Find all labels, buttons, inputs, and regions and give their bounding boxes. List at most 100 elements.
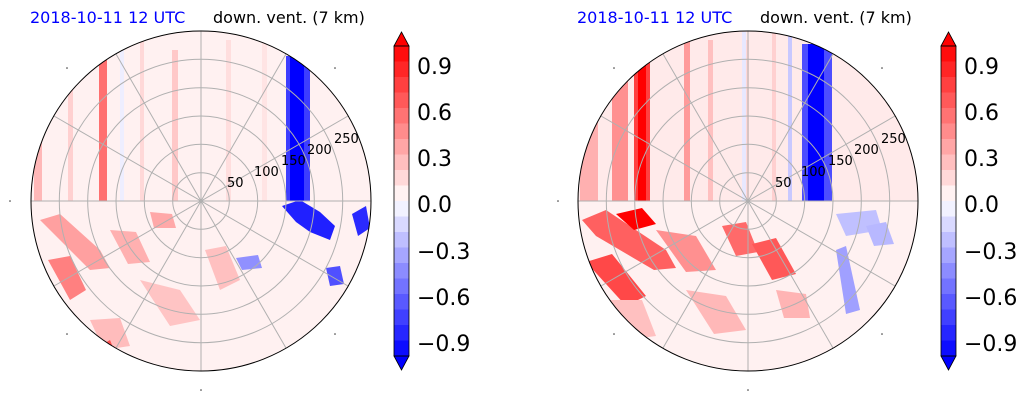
colorbar-cell [941, 247, 956, 264]
field-stripe [99, 55, 107, 201]
field-patch-positive [656, 230, 716, 272]
field-patch-positive [776, 290, 810, 318]
colorbar-cell [941, 123, 956, 140]
field-stripe-negative [788, 32, 792, 201]
colorbar-cell [394, 278, 409, 295]
field-stripe [140, 40, 144, 201]
colorbar-tick-labels: 0.9 0.6 0.3 0.0 −0.3 −0.6 −0.9 [417, 55, 470, 357]
field-patch-positive [752, 238, 796, 280]
colorbar-cell [394, 46, 409, 62]
field-stripe [580, 90, 598, 201]
field-stripe [262, 40, 267, 201]
angular-tick [9, 200, 11, 202]
field-stripe [68, 40, 73, 201]
radial-tick-label: 200 [854, 143, 879, 158]
field-patch-positive [686, 290, 746, 334]
radial-tick-label: 100 [254, 165, 279, 180]
colorbar: 0.9 0.6 0.3 0.0 −0.3 −0.6 −0.9 [393, 31, 470, 371]
radial-tick-label: 50 [775, 176, 792, 191]
colorbar-cell [394, 340, 409, 357]
colorbar-tick-label: −0.3 [964, 240, 1017, 265]
colorbar-extend-min [393, 355, 410, 371]
radial-tick-labels: 50 100 150 200 250 [227, 132, 359, 191]
field-stripe [638, 48, 646, 201]
colorbar-tick-label: −0.6 [417, 286, 470, 311]
colorbar-cell [941, 325, 956, 341]
radial-tick-labels: 50 100 150 200 250 [775, 132, 906, 191]
colorbar-cell [941, 216, 956, 233]
panel-title-date: 2018-10-11 12 UTC [577, 8, 733, 27]
radial-tick-label: 100 [801, 165, 826, 180]
field-patch-positive [205, 246, 240, 290]
colorbar-cell [394, 77, 409, 93]
field-stripe [612, 55, 628, 201]
angular-tick-marks [9, 67, 336, 391]
colorbar-extend-max [393, 31, 410, 47]
angular-tick [66, 67, 68, 69]
colorbar-cell [941, 139, 956, 155]
angular-tick [200, 389, 202, 391]
field-patch-positive [606, 300, 656, 340]
colorbar-tick-label: 0.9 [417, 55, 452, 80]
angular-tick [334, 333, 336, 335]
colorbar-cell [394, 309, 409, 326]
colorbar-cell [394, 61, 409, 78]
radial-tick-label: 150 [828, 154, 853, 169]
colorbar-cell [394, 154, 409, 171]
panel-title-date: 2018-10-11 12 UTC [30, 8, 186, 27]
polar-gridlines [31, 31, 371, 371]
colorbar-cell [941, 294, 956, 310]
colorbar-cell [941, 309, 956, 326]
radial-tick-label: 150 [281, 154, 306, 169]
colorbar-cell [394, 201, 409, 217]
angular-gridline [662, 53, 834, 349]
colorbar-cell [394, 108, 409, 124]
colorbar-tick-label: −0.3 [417, 240, 470, 265]
colorbar-cell [394, 247, 409, 264]
colorbar-cell [941, 46, 956, 62]
field-stripe [120, 40, 124, 201]
field-stripe [744, 40, 749, 201]
colorbar-tick-label: −0.9 [417, 332, 470, 357]
polar-plot-svg: 50 100 150 200 250 0.9 0.6 [9, 30, 470, 391]
field-stripe [34, 40, 42, 201]
angular-tick [613, 333, 615, 335]
angular-tick [334, 67, 336, 69]
colorbar-tick-label: 0.9 [964, 55, 999, 80]
angular-tick [747, 389, 749, 391]
colorbar-cell [394, 294, 409, 310]
colorbar-frame [940, 45, 957, 357]
colorbar-cell [394, 170, 409, 186]
panel-title-variable: down. vent. (7 km) [760, 8, 912, 27]
radial-tick-label: 250 [334, 132, 359, 147]
colorbar-tick-label: 0.3 [417, 147, 452, 172]
polar-frame [577, 30, 919, 372]
angular-tick [881, 67, 883, 69]
colorbar-frame [393, 45, 410, 357]
colorbar-tick-label: −0.9 [964, 332, 1017, 357]
angular-tick [557, 200, 559, 202]
colorbar-cell [394, 232, 409, 248]
colorbar-tick-label: −0.6 [964, 286, 1017, 311]
colorbar-cell [941, 340, 956, 357]
colorbar-tick-labels: 0.9 0.6 0.3 0.0 −0.3 −0.6 −0.9 [964, 55, 1017, 357]
colorbar-cell [394, 216, 409, 233]
angular-tick [66, 333, 68, 335]
field-stripe [172, 50, 178, 201]
colorbar: 0.9 0.6 0.3 0.0 −0.3 −0.6 −0.9 [940, 31, 1017, 371]
field-stripe [708, 40, 713, 201]
radial-tick-label: 50 [227, 176, 244, 191]
colorbar-cell [941, 77, 956, 93]
colorbar-extend-max [940, 31, 957, 47]
angular-tick [881, 333, 883, 335]
field-stripe-negative [808, 44, 824, 201]
colorbar-cell [941, 108, 956, 124]
field-patch-positive [150, 212, 176, 228]
field-patch-positive [40, 214, 110, 270]
colorbar-tick-label: 0.6 [417, 101, 452, 126]
polar-panel-left: 2018-10-11 12 UTC down. vent. (7 km) [0, 0, 518, 401]
field-stripe [684, 40, 690, 201]
field-patch-positive [140, 280, 200, 326]
field-patch-positive [586, 254, 646, 306]
angular-tick-marks [557, 67, 883, 391]
